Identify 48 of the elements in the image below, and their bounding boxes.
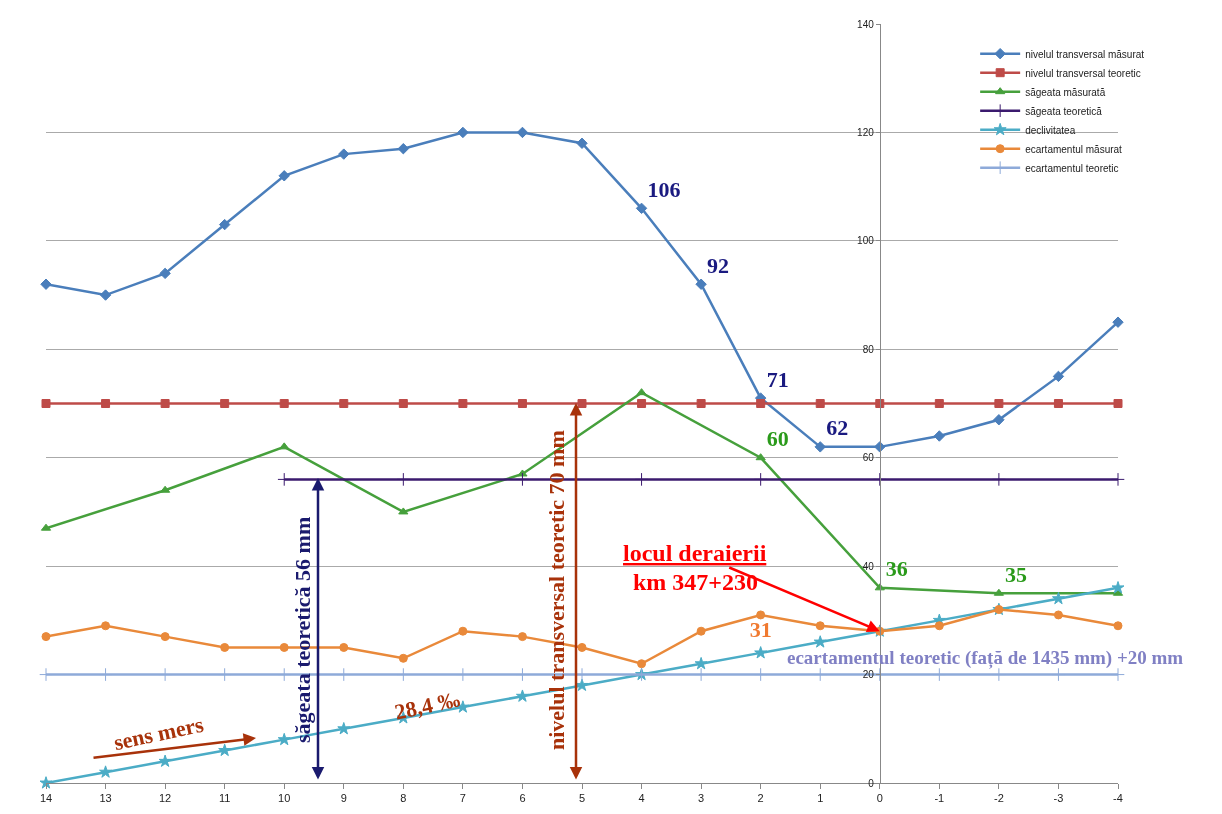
y-tick-label: 0 — [868, 777, 875, 789]
data-label: 36 — [885, 556, 908, 582]
y-tick-label: 100 — [857, 235, 875, 247]
annotation: sens mers — [111, 711, 207, 756]
y-tick-label: 80 — [862, 343, 875, 355]
legend-label: săgeata teoretică — [1025, 105, 1103, 117]
x-tick-label: 3 — [698, 792, 705, 805]
x-tick-label: -2 — [994, 792, 1004, 805]
x-tick-label: -4 — [1113, 792, 1123, 805]
annotation: săgeata teoretică 56 mm — [290, 516, 315, 743]
legend-label: ecartamentul teoretic — [1025, 162, 1119, 174]
annotation: 28,4 ‰ — [392, 686, 462, 725]
data-label: 106 — [647, 176, 681, 202]
x-tick-label: 4 — [638, 792, 645, 805]
x-tick-label: 9 — [340, 792, 347, 805]
x-tick-label: 2 — [757, 792, 764, 805]
y-tick-label: 120 — [857, 126, 875, 138]
legend-label: declivitatea — [1025, 124, 1076, 136]
x-tick-label: 11 — [218, 792, 231, 805]
y-tick-label: 40 — [862, 560, 875, 572]
x-tick-label: 8 — [400, 792, 407, 805]
annotation: km 347+230 — [633, 569, 759, 595]
x-tick-label: 10 — [278, 792, 291, 805]
x-tick-label: 0 — [876, 792, 883, 805]
x-tick-label: 13 — [99, 792, 112, 805]
annotation: locul deraierii — [623, 540, 767, 566]
y-tick-label: 60 — [862, 452, 875, 464]
x-tick-label: 5 — [578, 792, 586, 805]
y-tick-label: 20 — [862, 669, 875, 681]
x-tick-label: 6 — [519, 792, 526, 805]
x-tick-label: 12 — [158, 792, 172, 805]
legend-label: nivelul transversal măsurat — [1025, 48, 1145, 60]
data-label: 62 — [826, 415, 849, 441]
x-tick-label: 7 — [459, 792, 466, 805]
annotation: nivelul transversal teoretic 70 mm — [544, 430, 569, 750]
data-label: 60 — [766, 426, 789, 452]
legend-label: săgeata măsurată — [1025, 86, 1106, 98]
data-label: 31 — [749, 617, 772, 643]
x-tick-label: -1 — [934, 792, 945, 805]
data-label: 71 — [766, 366, 789, 392]
data-label: 35 — [1004, 561, 1027, 587]
x-tick-label: 1 — [817, 792, 824, 805]
data-label: 92 — [707, 252, 730, 278]
legend-label: ecartamentul măsurat — [1025, 143, 1123, 155]
legend-label: nivelul transversal teoretic — [1025, 67, 1141, 79]
x-tick-label: 14 — [39, 792, 53, 805]
x-tick-label: -3 — [1053, 792, 1064, 805]
y-tick-label: 140 — [857, 18, 875, 30]
